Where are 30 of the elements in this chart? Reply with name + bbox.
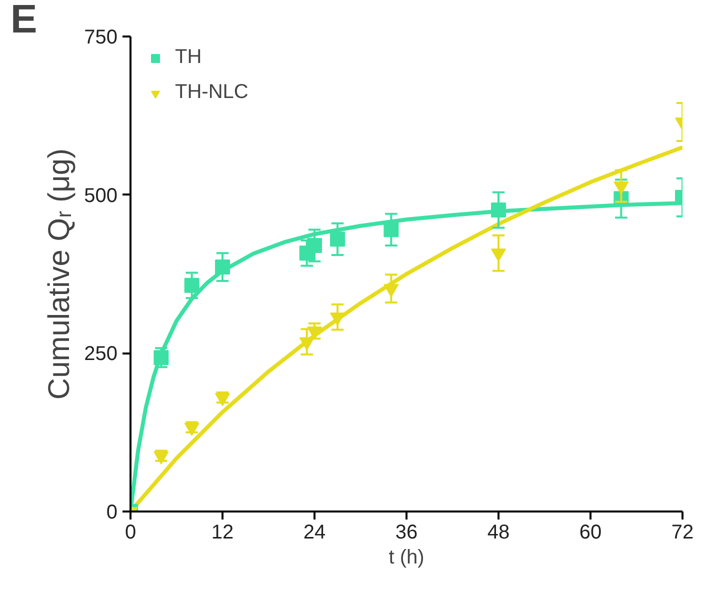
x-tick-label: 60 xyxy=(579,522,602,544)
x-tick-label: 0 xyxy=(124,522,136,544)
point xyxy=(307,326,322,340)
x-tick-label: 48 xyxy=(487,522,510,544)
point xyxy=(154,451,169,464)
point xyxy=(330,232,345,247)
point xyxy=(307,238,322,253)
x-tick-label: 36 xyxy=(395,522,418,544)
y-tick-label: 750 xyxy=(84,26,118,48)
y-tick-label: 250 xyxy=(84,343,118,366)
point xyxy=(384,222,399,238)
point xyxy=(154,350,169,366)
point xyxy=(384,284,399,298)
point xyxy=(184,422,200,436)
y-tick-label: 0 xyxy=(106,502,118,524)
legend-label: TH xyxy=(175,46,202,69)
y-tick-label: 500 xyxy=(84,184,118,207)
point xyxy=(299,337,314,350)
legend-label: TH-NLC xyxy=(175,81,248,104)
point xyxy=(215,392,230,406)
y-axis-title: Cumulative Qᵣ (μg) xyxy=(43,148,76,400)
x-tick-label: 12 xyxy=(211,522,234,544)
x-tick-label: 24 xyxy=(303,522,326,544)
text: E xyxy=(10,0,38,42)
point xyxy=(330,312,345,326)
x-tick-label: 72 xyxy=(671,522,694,544)
point xyxy=(215,260,230,275)
x-axis-title: t (h) xyxy=(388,546,424,568)
point xyxy=(491,202,506,218)
point xyxy=(184,278,200,293)
